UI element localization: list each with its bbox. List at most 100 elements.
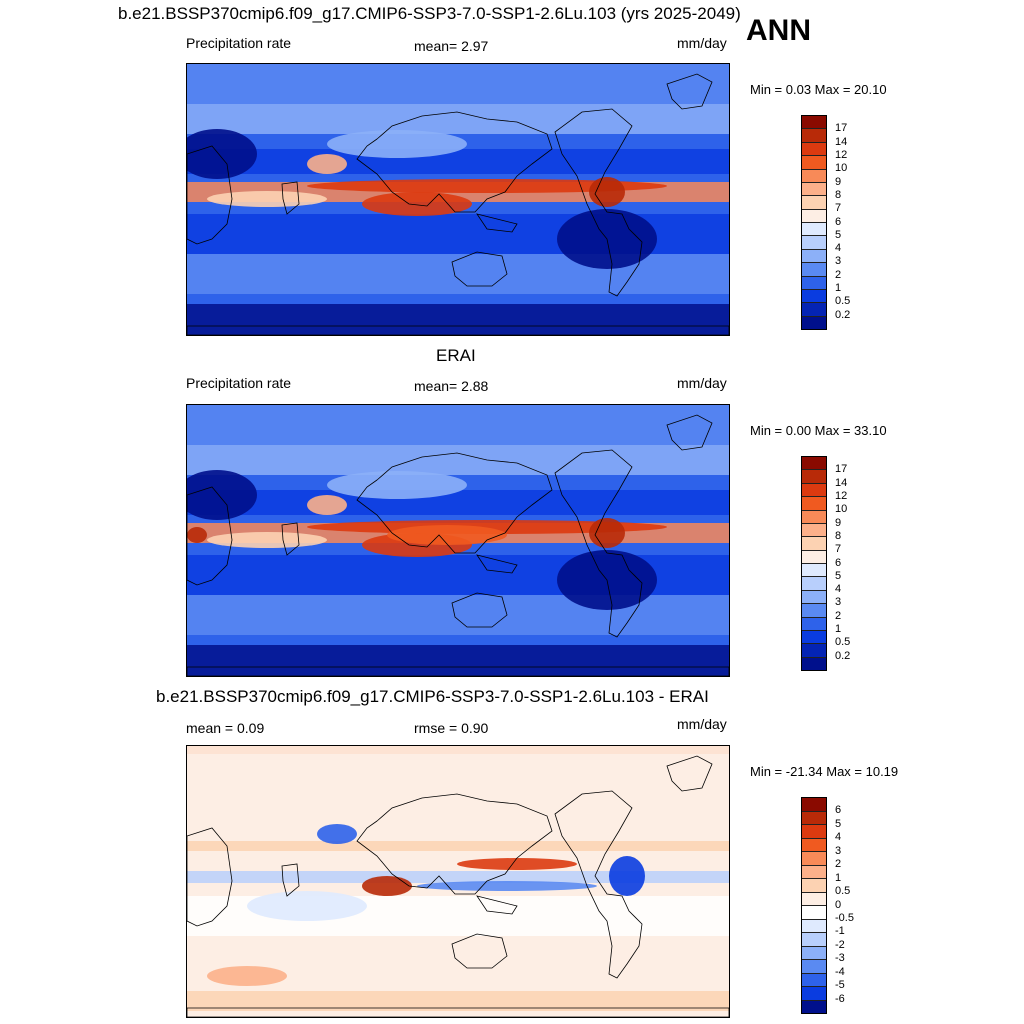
panel3-diff-map bbox=[186, 745, 730, 1018]
panel2-mean-label: mean= 2.88 bbox=[414, 378, 489, 394]
colorbar-swatch bbox=[802, 169, 826, 183]
colorbar-tick-label: 3 bbox=[835, 596, 842, 609]
colorbar-swatch bbox=[802, 590, 826, 605]
coastline bbox=[187, 666, 729, 676]
panel1-precip-map bbox=[186, 63, 730, 336]
field-feature bbox=[307, 495, 347, 515]
coastline bbox=[451, 251, 508, 287]
colorbar-swatch bbox=[802, 316, 826, 329]
colorbar-swatch bbox=[802, 223, 826, 237]
coastline bbox=[281, 181, 300, 215]
coastline bbox=[356, 793, 553, 895]
panel1-minmax: Min = 0.03 Max = 20.10 bbox=[750, 82, 887, 97]
colorbar-swatch bbox=[802, 825, 826, 839]
field-feature bbox=[187, 527, 207, 543]
colorbar-tick-label: -1 bbox=[835, 925, 845, 938]
field-feature bbox=[589, 177, 625, 207]
colorbar-tick-label: 0 bbox=[835, 898, 842, 911]
colorbar-tick-label: 17 bbox=[835, 122, 848, 135]
field-band bbox=[187, 841, 729, 851]
field-feature bbox=[327, 130, 467, 158]
colorbar-tick-label: 6 bbox=[835, 215, 842, 228]
colorbar-swatch bbox=[802, 263, 826, 277]
colorbar-swatch bbox=[802, 838, 826, 852]
colorbar-tick-label: -3 bbox=[835, 952, 845, 965]
colorbar-swatch bbox=[802, 577, 826, 591]
colorbar-tick-label: 0.5 bbox=[835, 636, 851, 649]
field-band bbox=[187, 304, 729, 335]
colorbar-swatch bbox=[802, 550, 826, 564]
coastline bbox=[356, 452, 553, 554]
field-feature bbox=[362, 192, 472, 216]
field-feature bbox=[317, 824, 357, 844]
field-feature bbox=[207, 966, 287, 986]
panel1-units: mm/day bbox=[677, 35, 727, 51]
colorbar-tick-label: 2 bbox=[835, 609, 842, 622]
colorbar-tick-label: 10 bbox=[835, 503, 848, 516]
panel2-colorbar-labels: 17 14 12 10 9 8 7 6 5 4 3 2 1 0.5 0.2 bbox=[835, 456, 875, 669]
colorbar-tick-label: -2 bbox=[835, 938, 845, 951]
colorbar-tick-label: -6 bbox=[835, 992, 845, 1005]
colorbar-tick-label: 0.2 bbox=[835, 308, 851, 321]
colorbar-swatch bbox=[802, 510, 826, 524]
panel3-colorbar bbox=[801, 797, 827, 1014]
colorbar-swatch bbox=[802, 933, 826, 947]
field-feature bbox=[457, 858, 577, 870]
colorbar-swatch bbox=[802, 892, 826, 906]
colorbar-swatch bbox=[802, 303, 826, 317]
coastline bbox=[554, 108, 643, 297]
field-band bbox=[187, 405, 729, 445]
field-band bbox=[187, 149, 729, 174]
coastline bbox=[554, 790, 643, 979]
panel2-title: ERAI bbox=[436, 346, 476, 365]
colorbar-swatch bbox=[802, 1000, 826, 1013]
panel1-title: b.e21.BSSP370cmip6.f09_g17.CMIP6-SSP3-7.… bbox=[118, 4, 741, 23]
colorbar-tick-label: 1 bbox=[835, 871, 842, 884]
colorbar-tick-label: 3 bbox=[835, 844, 842, 857]
coastline bbox=[451, 592, 508, 628]
coastline bbox=[476, 895, 518, 915]
field-feature bbox=[417, 881, 597, 891]
panel3-mean-label: mean = 0.09 bbox=[186, 720, 265, 736]
colorbar-tick-label: -4 bbox=[835, 965, 845, 978]
colorbar-swatch bbox=[802, 116, 826, 130]
colorbar-swatch bbox=[802, 276, 826, 290]
colorbar-tick-label: 9 bbox=[835, 175, 842, 188]
colorbar-tick-label: 3 bbox=[835, 255, 842, 268]
colorbar-tick-label: 5 bbox=[835, 817, 842, 830]
colorbar-tick-label: 9 bbox=[835, 516, 842, 529]
coastline bbox=[281, 863, 300, 897]
colorbar-tick-label: 10 bbox=[835, 162, 848, 175]
field-band bbox=[187, 104, 729, 134]
colorbar-swatch bbox=[802, 249, 826, 264]
panel2-precip-map bbox=[186, 404, 730, 677]
field-feature bbox=[307, 154, 347, 174]
colorbar-tick-label: 6 bbox=[835, 556, 842, 569]
field-band bbox=[187, 64, 729, 104]
field-feature bbox=[187, 470, 257, 520]
colorbar-tick-label: 4 bbox=[835, 583, 842, 596]
colorbar-tick-label: 2 bbox=[835, 268, 842, 281]
colorbar-swatch bbox=[802, 919, 826, 933]
field-feature bbox=[247, 891, 367, 921]
panel2-colorbar bbox=[801, 456, 827, 671]
field-band bbox=[187, 645, 729, 676]
coastline bbox=[187, 325, 729, 335]
colorbar-tick-label: 4 bbox=[835, 242, 842, 255]
colorbar-swatch bbox=[802, 811, 826, 825]
colorbar-swatch bbox=[802, 523, 826, 538]
coastline bbox=[187, 145, 233, 245]
colorbar-swatch bbox=[802, 960, 826, 974]
coastline bbox=[554, 449, 643, 638]
field-band bbox=[187, 991, 729, 1011]
colorbar-swatch bbox=[802, 497, 826, 511]
colorbar-swatch bbox=[802, 798, 826, 812]
colorbar-swatch bbox=[802, 630, 826, 645]
panel3-units: mm/day bbox=[677, 716, 727, 732]
field-band bbox=[187, 871, 729, 883]
colorbar-tick-label: 5 bbox=[835, 569, 842, 582]
field-feature bbox=[307, 179, 667, 193]
panel2-minmax: Min = 0.00 Max = 33.10 bbox=[750, 423, 887, 438]
panel2-units: mm/day bbox=[677, 375, 727, 391]
field-band bbox=[187, 490, 729, 515]
